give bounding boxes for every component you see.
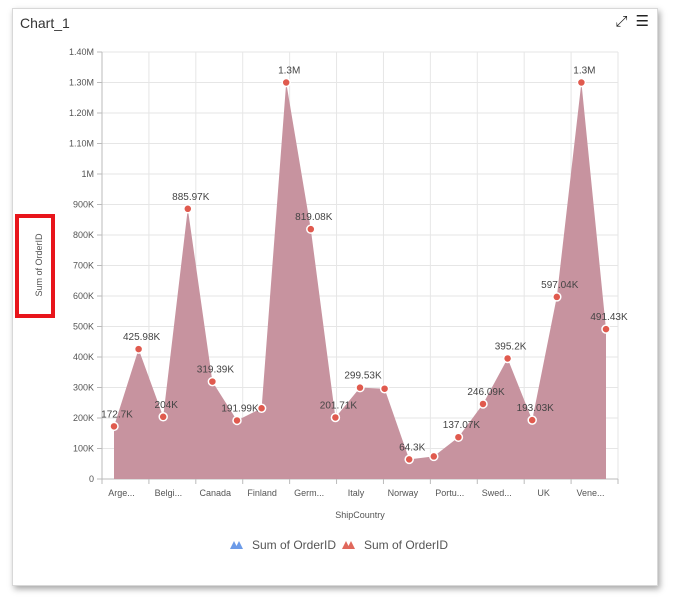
legend-item-label: Sum of OrderID (252, 538, 336, 552)
x-tick-label: Arge... (108, 488, 135, 498)
chart-toolbar: ⤢ ☰ (616, 12, 649, 32)
y-axis-title: Sum of OrderID (34, 233, 44, 297)
y-tick-label: 400K (73, 352, 94, 362)
data-label: 1.3M (573, 66, 595, 77)
x-axis-title: ShipCountry (335, 510, 385, 520)
legend-swatch (347, 541, 355, 549)
data-point (601, 324, 611, 334)
data-label: 491.43K (590, 312, 628, 323)
legend-swatch (235, 541, 243, 549)
y-tick-label: 600K (73, 291, 94, 301)
highlight-box (15, 214, 55, 318)
data-label: 395.2K (495, 341, 527, 352)
hamburger-menu-icon[interactable]: ☰ (635, 13, 649, 30)
y-tick-label: 0 (89, 474, 94, 484)
data-point (379, 383, 390, 394)
y-tick-label: 1.40M (69, 47, 94, 57)
data-label: 172.7K (101, 409, 133, 420)
data-label: 425.98K (123, 332, 161, 343)
y-tick-label: 500K (73, 322, 94, 332)
data-point (109, 421, 119, 432)
y-tick-label: 300K (73, 383, 94, 393)
data-point (478, 399, 488, 409)
data-point (429, 451, 439, 462)
data-label: 64.3K (399, 442, 425, 453)
y-tick-label: 1.10M (69, 139, 94, 149)
data-point (527, 415, 537, 425)
data-point (502, 353, 513, 364)
x-tick-label: Finland (247, 488, 277, 498)
data-label: 191.99K (221, 403, 259, 414)
y-tick-label: 100K (73, 444, 94, 454)
data-label: 1.3M (278, 66, 300, 77)
y-tick-label: 1M (81, 169, 94, 179)
y-tick-label: 700K (73, 261, 94, 271)
x-tick-label: Portu... (435, 488, 464, 498)
data-point (330, 412, 341, 423)
data-point (232, 415, 242, 426)
data-label: 319.39K (197, 365, 235, 376)
data-point (306, 224, 316, 234)
data-point (183, 204, 193, 214)
data-label: 246.09K (467, 387, 505, 398)
data-label: 299.53K (344, 371, 382, 382)
x-tick-label: Canada (200, 488, 232, 498)
x-tick-label: Germ... (294, 488, 324, 498)
y-tick-label: 200K (73, 413, 94, 423)
x-tick-label: UK (537, 488, 550, 498)
data-label: 819.08K (295, 212, 333, 223)
legend-item-label: Sum of OrderID (364, 538, 448, 552)
expand-icon[interactable]: ⤢ (615, 13, 628, 30)
y-tick-label: 800K (73, 230, 94, 240)
data-point (207, 376, 218, 387)
data-point (133, 344, 144, 354)
data-label: 137.07K (443, 420, 481, 431)
y-tick-label: 1.20M (69, 108, 94, 118)
x-tick-label: Norway (388, 488, 419, 498)
x-tick-label: Belgi... (155, 488, 183, 498)
data-point (158, 412, 168, 422)
data-point (576, 77, 587, 88)
data-point (453, 432, 464, 442)
data-point (355, 382, 365, 393)
data-label: 885.97K (172, 192, 210, 203)
data-label: 204K (155, 400, 179, 411)
x-tick-label: Vene... (577, 488, 605, 498)
y-tick-label: 1.30M (69, 78, 94, 88)
data-point (256, 403, 267, 413)
data-point (552, 292, 562, 302)
y-tick-label: 900K (73, 200, 94, 210)
data-label: 201.71K (320, 400, 358, 411)
data-label: 193.03K (517, 403, 555, 414)
x-tick-label: Swed... (482, 488, 512, 498)
area-series (114, 82, 606, 479)
data-label: 597.04K (541, 280, 579, 291)
data-point (281, 77, 291, 88)
x-tick-label: Italy (348, 488, 365, 498)
chart-title: Chart_1 (20, 15, 70, 31)
data-point (404, 454, 414, 465)
chart-widget: Chart_1 ⤢ ☰ (12, 8, 658, 586)
